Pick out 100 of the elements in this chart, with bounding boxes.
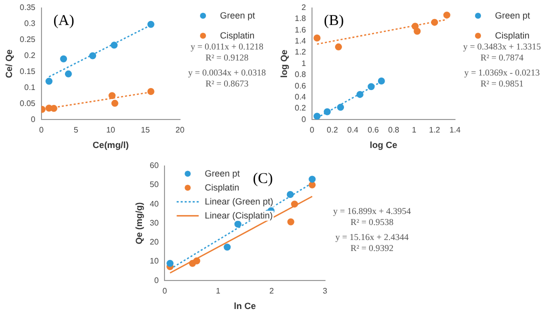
point (368, 83, 375, 90)
y-tick-label: 0.2 (294, 104, 306, 113)
text: R² = 0.9851 (480, 78, 524, 88)
y-tick-label: 0.4 (294, 92, 306, 102)
legend-label: Cisplatin (220, 30, 255, 40)
y-tick-label: 10 (150, 256, 160, 266)
y-axis-title: Ce/ Qe (4, 49, 14, 78)
point (308, 176, 316, 183)
point (308, 181, 316, 188)
x-axis-title: ln Ce (234, 301, 256, 312)
point (356, 90, 364, 98)
y-tick-label: 1.8 (294, 14, 306, 24)
legend-label: Cisplatin (495, 30, 530, 40)
legend-label: Green pt (204, 168, 240, 178)
x-tick-label: 0.6 (368, 126, 380, 135)
x-tick-label: 2 (269, 286, 274, 296)
y-tick-label: 0.05 (20, 98, 36, 108)
point (89, 52, 96, 60)
x-tick-label: 0.4 (347, 126, 359, 135)
point (337, 104, 344, 111)
text: y = 0.0034x + 0.0318 (188, 67, 266, 78)
y-tick-label: 0.25 (20, 34, 36, 44)
chart-title: (B) (324, 13, 344, 30)
y-tick-label: 0.8 (294, 70, 306, 80)
x-tick-label: 1.2 (429, 126, 441, 135)
text: R² = 0.9128 (205, 52, 250, 62)
point (111, 100, 118, 107)
y-tick-label: 50 (150, 180, 160, 190)
y-tick-label: 20 (150, 238, 160, 247)
y-tick-label: 60 (150, 161, 160, 170)
text: y = 16.899x + 4.3954 (333, 206, 412, 216)
text: R² = 0.8673 (205, 78, 250, 88)
y-axis-title: log Qe (278, 50, 289, 78)
x-tick-label: 0.2 (326, 126, 338, 135)
y-tick-label: 1.6 (294, 25, 306, 34)
y-tick-label: 0 (301, 114, 306, 124)
x-tick-label: 1 (412, 126, 417, 135)
y-tick-label: 0.1 (24, 82, 36, 92)
y-tick-label: 0.15 (20, 66, 36, 76)
point (110, 42, 118, 49)
point (414, 28, 421, 35)
x-tick-label: 1.4 (449, 126, 462, 135)
point (314, 112, 321, 120)
y-tick-label: 2 (301, 3, 306, 12)
y-tick-label: 0.35 (20, 3, 36, 12)
point (412, 22, 419, 30)
point (60, 55, 68, 62)
point (147, 20, 154, 28)
x-axis-title: Ce(mg/l) (92, 140, 129, 150)
text: y = 15.16x + 2.4344 (335, 232, 410, 242)
point (286, 191, 294, 198)
y-tick-label: 0 (30, 114, 36, 124)
point (64, 70, 72, 78)
text: y = 0.011x + 0.1218 (190, 41, 264, 52)
legend-label: Cisplatin (204, 182, 240, 192)
point (287, 218, 294, 226)
y-tick-label: 0.3 (24, 18, 36, 28)
text: y = 0.3483x + 1.3315 (463, 41, 542, 52)
y-tick-label: 1.2 (294, 48, 306, 57)
x-tick-label: 3 (322, 286, 328, 296)
y-tick-label: 1.4 (294, 36, 306, 46)
x-tick-label: 1 (216, 286, 221, 296)
y-tick-label: 0 (154, 276, 160, 285)
point (324, 108, 331, 116)
x-tick-label: 20 (176, 126, 185, 135)
y-axis-title: Qe (mg/g) (134, 202, 144, 244)
text: R² = 0.9392 (350, 243, 394, 254)
legend-label: Green pt (220, 10, 256, 20)
x-tick-label: 10 (106, 126, 116, 135)
legend-label: Linear (Cisplatin) (204, 210, 273, 220)
point (431, 18, 438, 26)
chart-title: (C) (252, 171, 273, 188)
x-tick-label: 0.8 (388, 126, 400, 135)
point (193, 257, 200, 264)
point (224, 244, 231, 251)
point (166, 260, 174, 267)
point (45, 78, 52, 85)
chart-title: (A) (53, 13, 74, 30)
y-tick-label: 40 (150, 199, 160, 208)
x-tick-label: 15 (140, 126, 150, 135)
point (108, 92, 116, 100)
y-tick-label: 30 (150, 218, 160, 228)
point (147, 88, 154, 95)
point (443, 12, 450, 19)
point (50, 104, 58, 112)
x-axis-title: log Ce (370, 140, 398, 150)
y-tick-label: 0.6 (294, 81, 306, 90)
point (291, 200, 298, 208)
x-tick-label: 0 (162, 286, 168, 296)
y-tick-label: 0.2 (24, 50, 36, 60)
point (334, 43, 342, 50)
legend-label: Green pt (495, 10, 531, 20)
point (378, 78, 385, 85)
x-tick-label: 5 (74, 126, 79, 135)
text: y = 1.0369x - 0.0213 (464, 67, 540, 78)
text: R² = 0.9538 (350, 217, 394, 228)
point (314, 34, 321, 42)
x-tick-label: 0 (39, 126, 44, 135)
x-tick-label: 0 (310, 126, 315, 135)
y-tick-label: 1 (301, 58, 306, 68)
